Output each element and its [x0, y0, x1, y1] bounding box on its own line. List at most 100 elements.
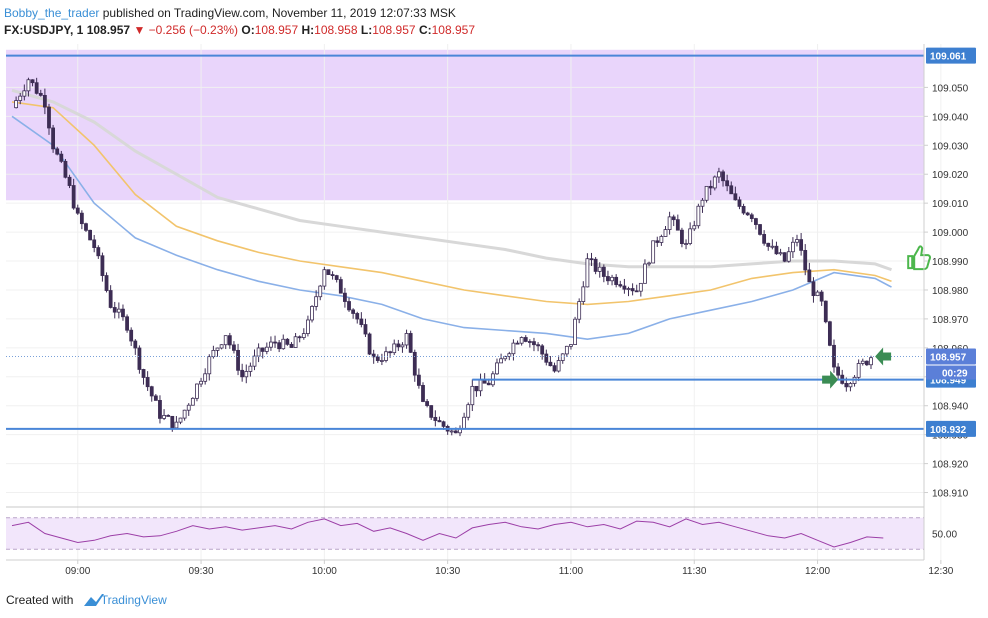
candle [634, 284, 639, 293]
candle-body [569, 344, 573, 347]
candle [232, 341, 236, 354]
candle [712, 175, 717, 191]
candle-body [540, 345, 545, 355]
candle-body [190, 397, 195, 406]
tv-logo-shape [84, 594, 104, 606]
candle-body [729, 185, 734, 195]
candle [330, 271, 335, 280]
candle-body [836, 366, 841, 376]
candle [688, 222, 693, 246]
ohlc-legend: FX:USDJPY, 1 108.957 ▼ −0.256 (−0.23%) O… [4, 22, 475, 38]
candle-body [655, 240, 660, 243]
candle-body [684, 243, 688, 245]
tradingview-brand[interactable]: TradingView [100, 593, 167, 607]
candle-body [717, 171, 721, 178]
price-axis[interactable]: 109.050 109.040 109.030 109.020 109.010 109.0… [924, 83, 969, 500]
candle [770, 239, 775, 250]
candle [815, 290, 820, 297]
candle [190, 397, 195, 406]
candle-body [112, 307, 117, 313]
price-change: ▼ −0.256 (−0.23%) [133, 23, 239, 37]
candle-body [215, 347, 220, 351]
candle-body [425, 401, 430, 406]
candle-body [158, 400, 162, 419]
candle [671, 214, 676, 227]
candle [269, 336, 273, 351]
candle-body [100, 255, 105, 276]
candle-body [195, 383, 199, 399]
candle-body [211, 349, 216, 358]
x-tick-label: 12:00 [805, 566, 830, 577]
candle [474, 385, 479, 397]
candle-body [799, 239, 804, 251]
candle [219, 344, 224, 350]
candle [560, 353, 565, 364]
candle [540, 344, 545, 360]
x-tick-label: 11:00 [559, 566, 584, 577]
candle [433, 410, 438, 427]
candle-body [34, 82, 39, 94]
candle-body [174, 421, 179, 429]
candles [14, 77, 873, 437]
candle [207, 354, 212, 381]
candle-body [96, 247, 101, 257]
resistance-zone[interactable] [6, 49, 924, 201]
candle-body [367, 333, 372, 355]
candle-body [532, 341, 536, 346]
y-tick-label: 108.920 [932, 460, 969, 471]
candle [601, 264, 606, 283]
candle-body [462, 416, 467, 430]
candle-body [589, 258, 594, 261]
candle-body [864, 360, 869, 366]
candle-body [770, 245, 775, 248]
candle-body [14, 100, 19, 109]
candle [778, 248, 783, 256]
candle-body [725, 180, 730, 187]
candle-body [260, 347, 265, 352]
candle-body [338, 279, 343, 294]
candle-body [536, 344, 540, 347]
candle-body [236, 349, 240, 371]
y-tick-label: 108.990 [932, 257, 969, 268]
candle-body [786, 251, 791, 262]
candle-body [601, 266, 606, 277]
candle-body [186, 404, 191, 411]
candle-body [59, 153, 64, 162]
candle [495, 358, 499, 375]
candle [544, 349, 549, 366]
candle [589, 252, 594, 266]
candle [614, 274, 619, 288]
candle [133, 339, 138, 355]
candle-body [67, 176, 72, 186]
candle [63, 158, 68, 179]
y-tick-label: 109.020 [932, 170, 969, 181]
candle [26, 77, 31, 97]
candle [379, 353, 384, 366]
candle [807, 262, 812, 283]
candle [700, 198, 705, 213]
candle-body [515, 342, 520, 345]
candle [745, 211, 750, 216]
y-tick-label: 109.010 [932, 199, 969, 210]
time-axis[interactable]: 09:00 09:30 10:00 10:30 11:00 11:30 12:00 12:30 [65, 560, 954, 577]
candle [437, 416, 442, 423]
candle [856, 359, 861, 382]
candle [762, 230, 767, 246]
candle-body [593, 258, 598, 272]
candle [659, 234, 664, 246]
author-name[interactable]: Bobby_the_trader [4, 6, 100, 20]
candle [675, 214, 680, 231]
horizontal-lines[interactable] [6, 54, 924, 430]
candle [199, 377, 203, 388]
candle-body [704, 185, 709, 201]
created-with-label: Created with [6, 593, 74, 607]
candle [96, 245, 101, 259]
tradingview-logo-icon [84, 594, 104, 606]
candle [519, 336, 524, 346]
candle [610, 274, 614, 286]
candle-body [47, 106, 51, 129]
symbol-label[interactable]: FX:USDJPY, 1 [4, 23, 84, 37]
candle-body [606, 276, 610, 282]
candle-body [330, 274, 335, 276]
